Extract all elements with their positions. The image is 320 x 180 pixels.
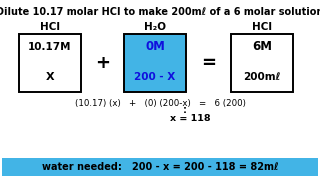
Text: +: +: [95, 54, 110, 72]
Text: X: X: [46, 73, 54, 82]
Bar: [2, 158, 318, 176]
Text: 200 - X: 200 - X: [134, 73, 176, 82]
Text: HCl: HCl: [40, 22, 60, 32]
Text: 10.17M: 10.17M: [28, 42, 72, 52]
Text: 0M: 0M: [145, 40, 165, 53]
Text: H₂O: H₂O: [144, 22, 166, 32]
Text: (10.17) (x)   +   (0) (200-x)   =   6 (200): (10.17) (x) + (0) (200-x) = 6 (200): [75, 99, 245, 108]
Text: 6M: 6M: [252, 40, 272, 53]
Text: HCl: HCl: [252, 22, 272, 32]
Bar: [124, 34, 186, 92]
Bar: [231, 34, 293, 92]
Bar: [19, 34, 81, 92]
Text: Dilute 10.17 molar HCl to make 200mℓ of a 6 molar solution: Dilute 10.17 molar HCl to make 200mℓ of …: [0, 7, 320, 17]
Text: water needed:   200 - x = 200 - 118 = 82mℓ: water needed: 200 - x = 200 - 118 = 82mℓ: [42, 162, 278, 172]
Text: 200mℓ: 200mℓ: [243, 73, 281, 82]
Text: x = 118: x = 118: [170, 114, 210, 123]
Text: =: =: [201, 54, 216, 72]
